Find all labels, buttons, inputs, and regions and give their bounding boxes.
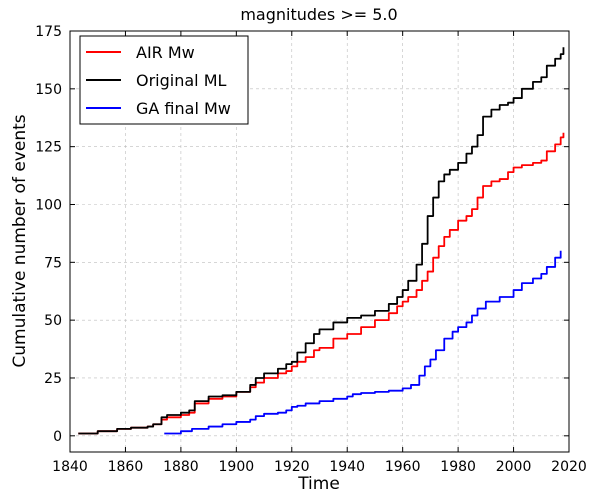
chart-title: magnitudes >= 5.0: [240, 5, 397, 24]
y-tick-label: 75: [44, 255, 62, 271]
series-lines: [78, 47, 565, 435]
y-tick-label: 100: [35, 197, 62, 213]
series-line-ga-final-mw: [164, 250, 562, 435]
series-line-original-ml: [78, 47, 565, 435]
y-tick-label: 150: [35, 82, 62, 98]
x-axis-label: Time: [297, 474, 340, 493]
y-tick-label: 125: [35, 140, 62, 156]
legend-label-air-mw: AIR Mw: [136, 43, 195, 62]
legend-label-original-ml: Original ML: [136, 71, 227, 90]
y-axis-tick-labels: 0 25 50 75 100 125 150 175: [35, 24, 62, 445]
y-tick-label: 25: [44, 371, 62, 387]
y-tick-label: 50: [44, 313, 62, 329]
x-tick-label: 2020: [551, 459, 587, 475]
x-tick-label: 2000: [496, 459, 532, 475]
legend-label-ga-final-mw: GA final Mw: [136, 99, 231, 118]
y-tick-label: 175: [35, 24, 62, 40]
x-axis-tick-labels: 1840 1860 1880 1900 1920 1940 1960 1980 2000 2020: [52, 459, 587, 475]
x-tick-label: 1940: [329, 459, 365, 475]
legend-items: AIR Mw Original ML GA final Mw: [86, 43, 231, 118]
legend: AIR Mw Original ML GA final Mw: [79, 35, 249, 125]
x-tick-label: 1920: [274, 459, 310, 475]
y-tick-label: 0: [53, 429, 62, 445]
axis-ticks: [69, 30, 570, 452]
plot-area-frame: [69, 30, 570, 453]
x-tick-label: 1960: [385, 459, 421, 475]
x-tick-label: 1980: [440, 459, 476, 475]
x-tick-label: 1880: [163, 459, 199, 475]
y-axis-label: Cumulative number of events: [10, 114, 30, 367]
x-tick-label: 1840: [52, 459, 88, 475]
x-tick-label: 1900: [219, 459, 255, 475]
x-tick-label: 1860: [108, 459, 144, 475]
